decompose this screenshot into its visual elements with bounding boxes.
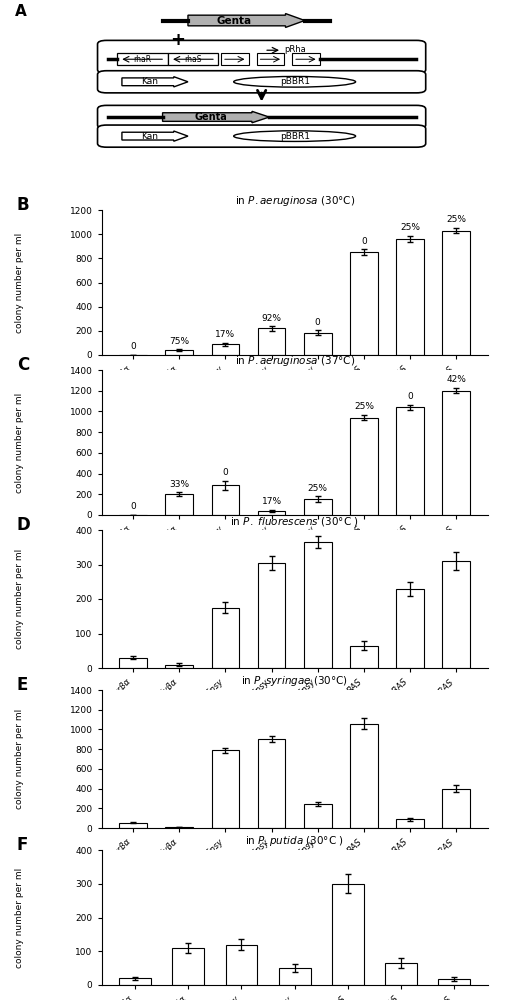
Bar <box>442 561 470 668</box>
Title: in $\it{P.\ fluorescens}$ (30°C ): in $\it{P.\ fluorescens}$ (30°C ) <box>230 515 359 528</box>
Bar <box>304 333 332 355</box>
Bar <box>119 823 147 828</box>
Y-axis label: colony number per ml: colony number per ml <box>15 867 24 968</box>
Bar <box>350 252 378 355</box>
Text: Kan: Kan <box>141 77 158 86</box>
Bar <box>258 739 285 828</box>
Title: in $\it{P.aeruginosa}$ (30°C): in $\it{P.aeruginosa}$ (30°C) <box>235 194 355 208</box>
Bar <box>211 608 239 668</box>
FancyBboxPatch shape <box>168 53 218 65</box>
Text: 25%: 25% <box>446 216 466 225</box>
Y-axis label: colony number per ml: colony number per ml <box>15 709 24 809</box>
Text: 17%: 17% <box>215 330 235 339</box>
Text: pBBR1: pBBR1 <box>279 132 310 141</box>
Text: F: F <box>17 836 28 854</box>
Text: 0: 0 <box>361 237 367 246</box>
Bar <box>211 485 239 515</box>
Bar <box>396 819 424 828</box>
Text: rhaS: rhaS <box>184 55 202 64</box>
Text: Genta: Genta <box>216 15 251 25</box>
Text: 0: 0 <box>315 318 321 327</box>
FancyBboxPatch shape <box>98 40 426 73</box>
FancyArrow shape <box>163 111 269 123</box>
FancyArrow shape <box>122 131 188 141</box>
Text: 33%: 33% <box>169 480 189 489</box>
Text: 0: 0 <box>223 468 228 477</box>
Title: in $\it{P.aeruginosa}$ (37°C): in $\it{P.aeruginosa}$ (37°C) <box>235 354 355 368</box>
Bar <box>442 231 470 355</box>
Text: pBBR1: pBBR1 <box>279 77 310 86</box>
Text: D: D <box>17 516 30 534</box>
FancyBboxPatch shape <box>221 53 249 65</box>
Text: B: B <box>17 196 29 214</box>
Text: 25%: 25% <box>400 223 420 232</box>
Title: in $\it{P.syringae}$ (30°C): in $\it{P.syringae}$ (30°C) <box>241 674 348 688</box>
Bar <box>119 658 147 668</box>
Bar <box>304 804 332 828</box>
Text: +: + <box>170 31 185 49</box>
Bar <box>258 328 285 355</box>
FancyArrow shape <box>188 14 305 27</box>
Text: 0: 0 <box>130 342 136 351</box>
Y-axis label: colony number per ml: colony number per ml <box>15 392 24 493</box>
FancyBboxPatch shape <box>117 53 168 65</box>
Bar <box>350 724 378 828</box>
Bar <box>172 948 204 985</box>
Bar <box>442 789 470 828</box>
Text: A: A <box>15 4 27 19</box>
FancyBboxPatch shape <box>292 53 320 65</box>
Text: Genta: Genta <box>195 112 227 122</box>
Text: 25%: 25% <box>354 402 374 411</box>
Text: 42%: 42% <box>447 375 466 384</box>
Text: 92%: 92% <box>262 314 281 323</box>
Text: E: E <box>17 676 28 694</box>
Bar <box>258 563 285 668</box>
Text: C: C <box>17 356 29 373</box>
Bar <box>304 499 332 515</box>
Text: 75%: 75% <box>169 337 189 346</box>
Text: Kan: Kan <box>141 132 158 141</box>
Bar <box>350 418 378 515</box>
Bar <box>350 646 378 668</box>
Bar <box>304 542 332 668</box>
Text: 0: 0 <box>407 392 413 401</box>
Text: 25%: 25% <box>308 484 328 493</box>
Bar <box>396 589 424 668</box>
Bar <box>165 350 193 355</box>
Ellipse shape <box>234 131 356 141</box>
Ellipse shape <box>234 76 356 87</box>
Y-axis label: colony number per ml: colony number per ml <box>15 549 24 649</box>
Bar <box>211 750 239 828</box>
Bar <box>211 344 239 355</box>
FancyBboxPatch shape <box>98 105 426 129</box>
Text: pRha: pRha <box>284 45 306 54</box>
Bar <box>119 978 151 985</box>
Bar <box>226 944 258 985</box>
Bar <box>396 239 424 355</box>
Bar <box>279 968 310 985</box>
Bar <box>385 963 417 985</box>
Bar <box>438 979 470 985</box>
Text: 0: 0 <box>130 502 136 511</box>
Bar <box>396 407 424 515</box>
Bar <box>442 391 470 515</box>
Bar <box>165 494 193 515</box>
FancyBboxPatch shape <box>257 53 284 65</box>
Bar <box>258 511 285 515</box>
FancyBboxPatch shape <box>98 125 426 147</box>
FancyBboxPatch shape <box>98 71 426 93</box>
Bar <box>165 665 193 668</box>
FancyArrow shape <box>122 77 188 87</box>
Text: rhaR: rhaR <box>133 55 151 64</box>
Text: 17%: 17% <box>262 497 281 506</box>
Title: in $\it{P.putida}$ (30°C ): in $\it{P.putida}$ (30°C ) <box>245 834 344 848</box>
Bar <box>332 884 364 985</box>
Y-axis label: colony number per ml: colony number per ml <box>15 232 24 333</box>
